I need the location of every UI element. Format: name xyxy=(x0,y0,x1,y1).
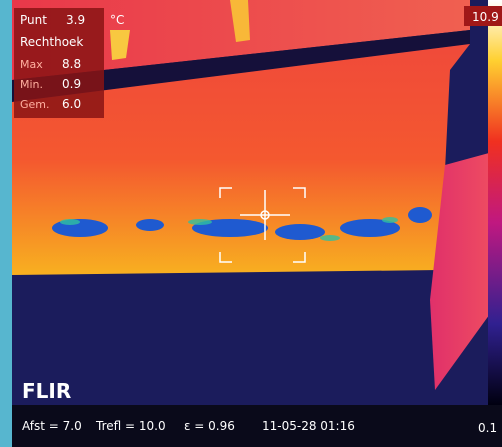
scale-min: 0.1 xyxy=(478,421,497,435)
roof-detail xyxy=(110,30,130,60)
stat-value: 0.9 xyxy=(62,77,81,91)
wall xyxy=(12,44,470,275)
box-label: Rechthoek xyxy=(20,35,83,49)
spot-value: 3.9 xyxy=(66,13,85,27)
wall-edge xyxy=(430,150,500,390)
unit: °C xyxy=(110,13,124,27)
stat-label: Gem. xyxy=(20,98,50,111)
stat-value: 8.8 xyxy=(62,57,81,71)
footer-item: Trefl = 10.0 xyxy=(95,419,166,433)
roof-detail xyxy=(230,0,250,42)
footer-item: Afst = 7.0 xyxy=(22,419,82,433)
stat-label: Min. xyxy=(20,78,43,91)
stat-value: 6.0 xyxy=(62,97,81,111)
cold-spots-light xyxy=(60,217,398,241)
measurement-panel xyxy=(14,8,104,118)
cold-spots xyxy=(52,207,432,240)
color-scale xyxy=(488,0,502,405)
crosshair xyxy=(219,187,306,263)
footer-item: ε = 0.96 xyxy=(184,419,235,433)
scale-max: 10.9 xyxy=(472,10,499,24)
scale-max-box xyxy=(464,6,502,26)
logo: FLIR xyxy=(22,379,71,403)
footer-item: 11-05-28 01:16 xyxy=(262,419,355,433)
stat-label: Max xyxy=(20,58,43,71)
roof-edge xyxy=(12,30,470,102)
spot-label: Punt xyxy=(20,13,47,27)
footer-bar xyxy=(12,405,502,447)
